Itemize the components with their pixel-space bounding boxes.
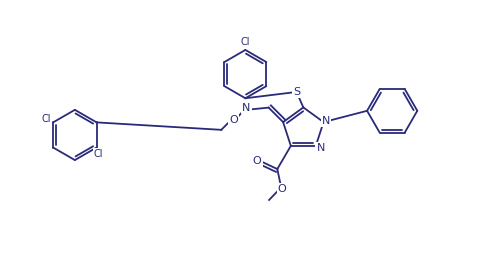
Text: O: O	[253, 156, 261, 166]
Text: Cl: Cl	[94, 149, 103, 159]
Text: Cl: Cl	[241, 37, 250, 47]
Text: O: O	[278, 184, 286, 194]
Text: N: N	[322, 116, 330, 126]
Text: N: N	[316, 143, 325, 153]
Text: O: O	[229, 115, 238, 125]
Text: Cl: Cl	[42, 113, 51, 124]
Text: N: N	[242, 103, 251, 113]
Text: S: S	[293, 87, 300, 97]
